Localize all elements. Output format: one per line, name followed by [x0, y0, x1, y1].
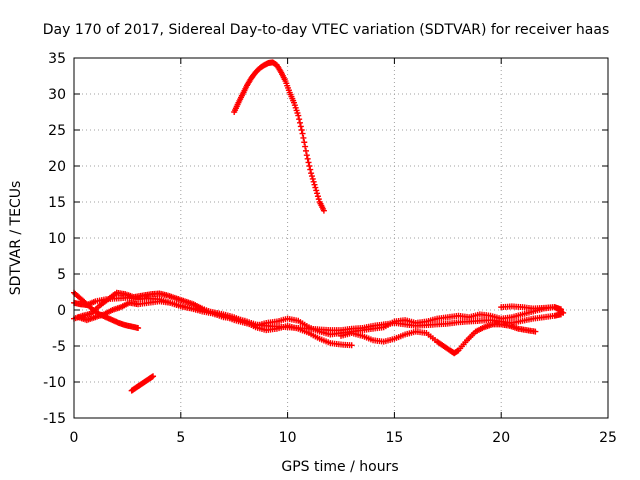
data-point: [295, 112, 302, 119]
data-point: [308, 173, 315, 180]
data-point: [309, 175, 316, 182]
x-tick-label: 5: [176, 430, 185, 446]
data-point: [314, 193, 321, 200]
data-track-3: [338, 321, 539, 357]
data-point: [312, 184, 319, 191]
y-tick-label: 20: [48, 159, 66, 175]
y-tick-label: 15: [48, 195, 66, 211]
data-point: [300, 134, 307, 141]
y-tick-label: -5: [52, 339, 66, 355]
data-track-5: [498, 303, 565, 313]
y-tick-label: -10: [43, 375, 66, 391]
data-point: [135, 325, 142, 331]
y-tick-label: 30: [48, 87, 66, 103]
y-tick-label: -15: [43, 411, 66, 427]
x-tick-label: 0: [70, 430, 79, 446]
y-axis-label: SDTVAR / TECUs: [8, 181, 24, 296]
data-point: [302, 147, 309, 154]
data-point: [302, 143, 309, 150]
data-point: [315, 196, 322, 203]
data-point: [299, 130, 306, 137]
data-point: [558, 306, 565, 313]
x-tick-label: 20: [492, 430, 510, 446]
y-tick-label: 35: [48, 51, 66, 67]
grid-lines: [74, 58, 608, 418]
data-point: [307, 166, 314, 173]
data-point: [532, 328, 539, 335]
data-point: [560, 309, 567, 316]
y-tick-label: 0: [57, 303, 66, 319]
data-point: [303, 152, 310, 159]
data-point: [306, 163, 313, 169]
data-point: [305, 159, 312, 166]
data-point: [297, 123, 304, 130]
data-point: [298, 127, 305, 133]
x-axis-label: GPS time / hours: [281, 459, 398, 475]
data-points: [71, 59, 567, 394]
data-point: [296, 119, 303, 126]
data-point: [313, 187, 320, 194]
x-tick-label: 10: [279, 430, 297, 446]
data-point: [311, 181, 318, 188]
data-point: [296, 116, 303, 123]
data-point: [150, 373, 157, 380]
data-point: [314, 190, 321, 197]
x-tick-label: 15: [385, 430, 403, 446]
data-point: [310, 178, 317, 185]
axis-ticks: [73, 57, 609, 419]
data-track-7: [231, 59, 327, 214]
data-track-4: [71, 289, 142, 331]
data-point: [308, 170, 315, 177]
data-track-2: [75, 298, 355, 349]
x-tick-label: 25: [599, 430, 617, 446]
data-point: [320, 207, 327, 214]
y-tick-label: 5: [57, 267, 66, 283]
data-point: [304, 155, 311, 162]
data-point: [348, 342, 355, 349]
axis-tick-labels: 0 5 10 15 20 25 -15 -10 -5 0 5 10 15 20 25 30 35: [43, 51, 617, 446]
y-tick-label: 25: [48, 123, 66, 139]
data-track-6: [128, 373, 157, 394]
chart-title: Day 170 of 2017, Sidereal Day-to-day VTE…: [43, 22, 610, 38]
data-point: [301, 139, 308, 146]
y-tick-label: 10: [48, 231, 66, 247]
